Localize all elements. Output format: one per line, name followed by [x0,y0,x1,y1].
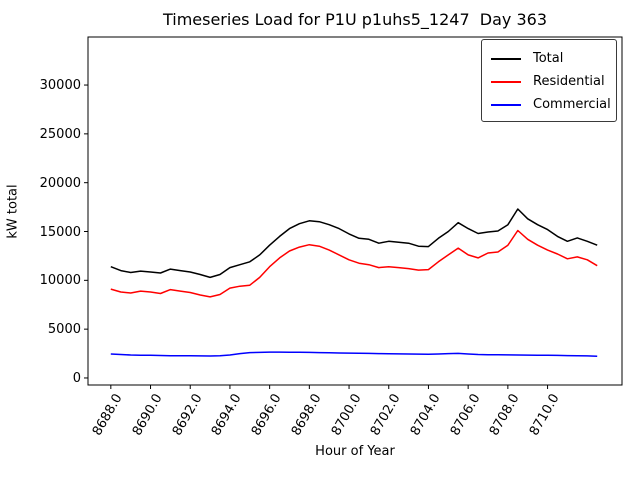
legend-item-residential: Residential [491,70,607,93]
chart-title: Timeseries Load for P1U p1uhs5_1247 Day … [162,10,548,29]
y-axis-label: kW total [5,184,21,239]
residential-line [110,229,598,298]
y-tick-label: 30000 [39,78,81,94]
legend-label-residential: Residential [533,74,605,89]
x-axis-label: Hour of Year [315,444,395,459]
legend-swatch-commercial [491,103,521,106]
legend-swatch-residential [491,80,521,83]
y-tick-label: 0 [72,370,81,386]
commercial-line [110,351,598,357]
total-line [110,208,598,279]
legend-label-total: Total [533,51,564,66]
y-tick-label: 10000 [39,273,81,289]
legend-item-total: Total [491,47,607,70]
legend: Total Residential Commercial [481,39,617,122]
y-tick-label: 20000 [39,175,81,191]
axes-spines [87,36,623,386]
y-tick-label: 5000 [47,322,81,338]
y-tick-label: 25000 [39,126,81,142]
legend-swatch-total [491,57,521,60]
legend-label-commercial: Commercial [533,97,611,112]
legend-item-commercial: Commercial [491,93,611,116]
y-tick-label: 15000 [39,224,81,240]
